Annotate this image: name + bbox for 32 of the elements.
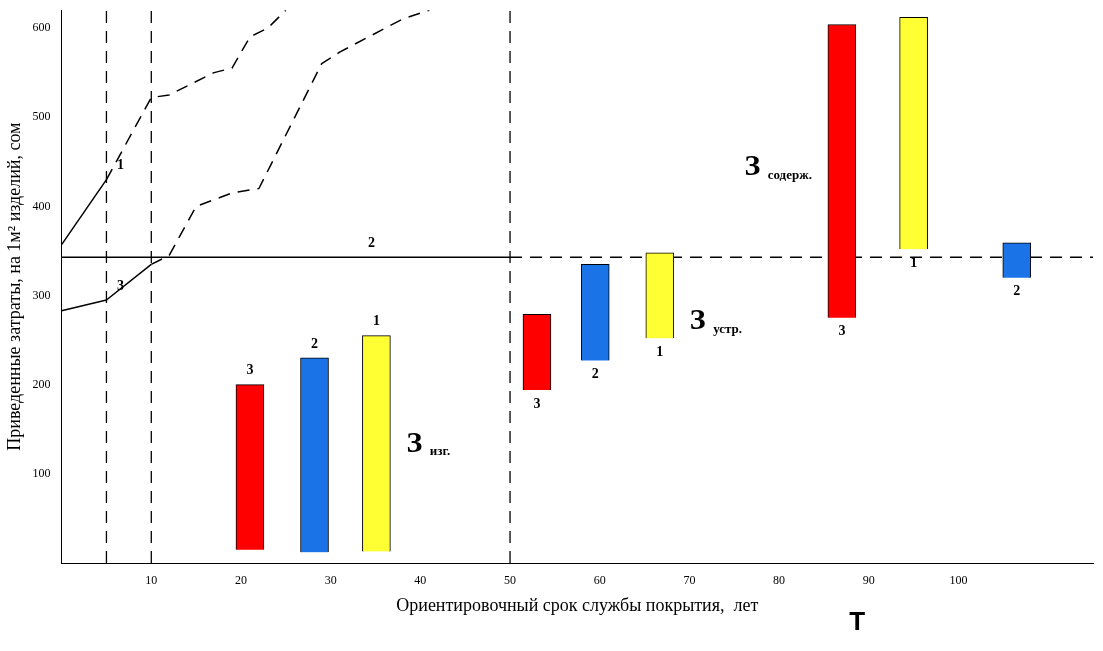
x-tick-label: 80	[773, 573, 786, 588]
x-tick-label: 50	[504, 573, 517, 588]
annotation: 1	[116, 157, 124, 173]
annotation: 2	[311, 335, 319, 351]
annotation: З устр.	[689, 302, 743, 336]
annotation: 3	[533, 395, 541, 411]
y-tick-label: 100	[32, 465, 51, 480]
y-tick-label: 400	[32, 198, 51, 213]
x-tick-label: 60	[593, 573, 606, 588]
annotation: 3	[246, 362, 254, 378]
annotation: 1	[656, 343, 664, 359]
annotation: 1	[372, 313, 380, 329]
annotation: 2	[1013, 283, 1021, 299]
x-tick-label: 100	[949, 573, 968, 588]
x-tick-label: 90	[862, 573, 875, 588]
annotation: 2	[368, 234, 376, 250]
x-axis-title: Ориентировочный срок службы покрытия, лет	[396, 594, 759, 615]
y-tick-label: 300	[32, 287, 51, 302]
text: T	[849, 606, 866, 637]
x-tick-label: 30	[324, 573, 337, 588]
y-tick-label: 500	[32, 109, 51, 124]
y-tick-label: 600	[32, 20, 51, 35]
x-tick-label: 20	[234, 573, 247, 588]
x-tick-label: 10	[145, 573, 158, 588]
y-axis-title: Приведенные затраты, на 1м² изделий, сом	[3, 122, 24, 451]
annotation: З содерж.	[744, 148, 812, 182]
annotation: 3	[838, 323, 846, 339]
x-tick-label: 70	[683, 573, 696, 588]
annotation: 2	[591, 366, 599, 382]
y-tick-label: 200	[32, 376, 51, 391]
annotation: З изг.	[406, 424, 451, 459]
x-tick-label: 40	[414, 573, 427, 588]
